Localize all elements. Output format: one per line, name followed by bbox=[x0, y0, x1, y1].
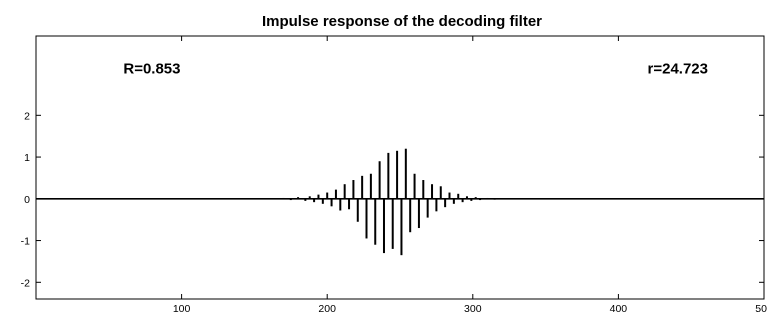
y-tick-label: -1 bbox=[21, 236, 30, 248]
y-tick-label: 1 bbox=[24, 152, 30, 164]
x-tick-label: 200 bbox=[318, 303, 336, 315]
y-tick-label: 2 bbox=[24, 110, 30, 122]
annotations: R=0.853 r=24.723 bbox=[123, 61, 708, 78]
y-tick-label: -2 bbox=[21, 277, 30, 289]
x-tick-label: 400 bbox=[610, 303, 628, 315]
annotation-label: R=0.853 bbox=[123, 61, 180, 78]
data-layer bbox=[36, 149, 764, 255]
x-tick-label: 300 bbox=[464, 303, 482, 315]
chart-title: Impulse response of the decoding filter bbox=[262, 13, 542, 30]
ticks-layer: 100 200 300 400 500 -2 -1 0 1 2 bbox=[21, 36, 767, 315]
y-tick-label: 0 bbox=[24, 194, 30, 206]
x-tick-label: 100 bbox=[173, 303, 191, 315]
x-tick-label: 500 bbox=[755, 303, 767, 315]
annotation-label: r=24.723 bbox=[648, 61, 708, 78]
